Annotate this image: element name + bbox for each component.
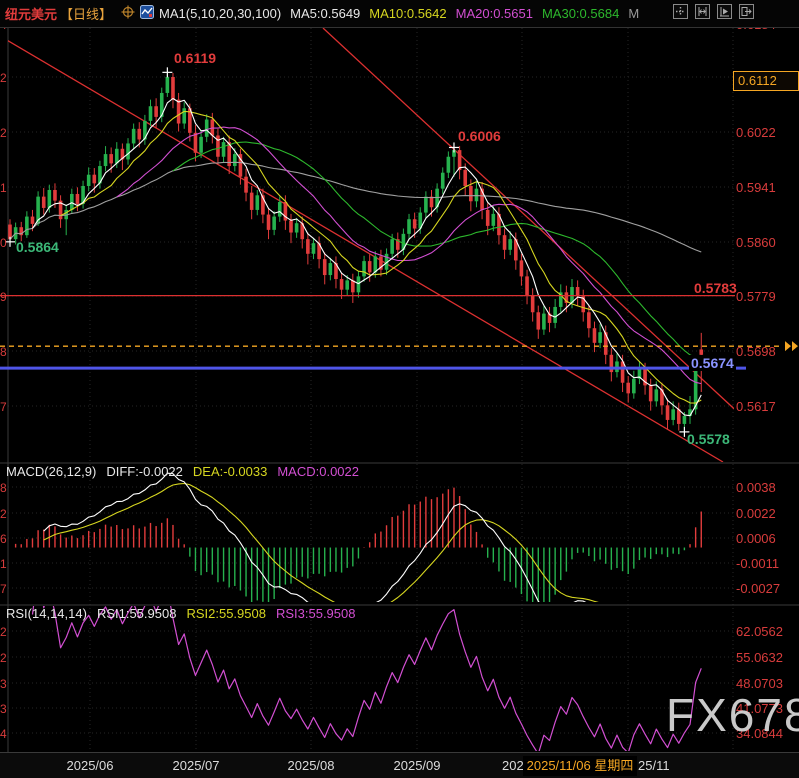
main-y-tick: 0.5941	[736, 180, 776, 195]
rsi-left-clipped-digit: 2	[0, 625, 7, 639]
macd-left-clipped-digit: 1	[0, 557, 7, 571]
macd-value-label: MACD:0.0022	[277, 464, 359, 479]
main-y-tick: 0.5698	[736, 344, 776, 359]
playback-icon[interactable]	[717, 4, 732, 19]
rsi-y-tick: 48.0703	[736, 676, 783, 691]
rsi-params-label: RSI(14,14,14)	[6, 606, 87, 621]
annotation-second-high: 0.6006	[458, 128, 501, 144]
rsi2-value-label: RSI2:55.9508	[186, 606, 266, 621]
watermark-logo: FX678	[666, 689, 799, 741]
chart-toolbar	[673, 4, 754, 19]
macd-dea-label: DEA:-0.0033	[192, 464, 268, 479]
macd-left-clipped-digit: 7	[0, 582, 7, 596]
x-axis-label: 2025/06	[66, 758, 114, 773]
main-left-clipped-digit: 2	[0, 126, 7, 140]
main-left-clipped-digit: 7	[0, 400, 7, 414]
macd-y-tick: 0.0006	[736, 531, 776, 546]
rsi-y-tick: 41.0773	[736, 701, 783, 716]
macd-left-clipped-digit: 2	[0, 507, 7, 521]
ma10-value-label: MA10:0.5642	[369, 6, 447, 21]
macd-y-tick: -0.0011	[736, 556, 780, 571]
macd-left-clipped-digit: 6	[0, 532, 7, 546]
axis-scale-icon[interactable]	[695, 4, 710, 19]
rsi-y-tick: 34.0844	[736, 726, 783, 741]
macd-pane-title: MACD(26,12,9) DIFF:-0.0022 DEA:-0.0033 M…	[6, 464, 359, 479]
x-axis-label: 202	[502, 758, 524, 773]
exit-chart-icon[interactable]	[739, 4, 754, 19]
annotation-top-high: 0.6119	[174, 50, 217, 66]
main-left-clipped-digit: 8	[0, 345, 7, 359]
app-logo-icon	[140, 5, 155, 22]
x-axis-label: 2025/09	[393, 758, 441, 773]
rsi-left-clipped-digit: 3	[0, 702, 7, 716]
macd-left-clipped-digit: 8	[0, 481, 7, 495]
rsi-left-clipped-digit: 2	[0, 651, 7, 665]
main-left-clipped-digit: 1	[0, 181, 7, 195]
main-left-clipped-digit: 9	[0, 290, 7, 304]
crosshair-date-box: 2025/11/06 星期四	[523, 756, 637, 776]
rsi-y-tick: 62.0562	[736, 624, 783, 639]
annotation-start-low: 0.5864	[16, 239, 59, 255]
date-axis-bar[interactable]: 2025/06 2025/07 2025/08 2025/09 202 25/11 202…	[0, 752, 799, 778]
timeframe-label: 【日线】	[60, 7, 113, 22]
ma100-partial-label: M	[628, 6, 640, 21]
ma-settings-label: MA1(5,10,20,30,100)	[159, 6, 282, 21]
x-axis-label: 2025/08	[287, 758, 335, 773]
macd-params-label: MACD(26,12,9)	[6, 464, 97, 479]
macd-y-tick: 0.0022	[736, 506, 776, 521]
resistance-line-label: 0.5783	[694, 280, 737, 296]
main-y-tick: 0.5617	[736, 399, 776, 414]
macd-diff-label: DIFF:-0.0022	[106, 464, 183, 479]
x-axis-label: 2025/07	[172, 758, 220, 773]
rsi-y-tick: 55.0632	[736, 650, 783, 665]
rsi1-value-label: RSI1:55.9508	[96, 606, 177, 621]
main-y-tick: 0.6022	[736, 125, 776, 140]
main-y-tick: 0.5779	[736, 289, 776, 304]
annotation-recent-low: 0.5578	[687, 431, 730, 447]
support-line-label: 0.5674	[689, 355, 736, 371]
rsi-pane-title: RSI(14,14,14) RSI1:55.9508 RSI2:55.9508 …	[6, 606, 355, 621]
ma5-value-label: MA5:0.5649	[290, 6, 361, 21]
main-y-tick: 0.5860	[736, 235, 776, 250]
x-axis-label: 25/11	[638, 758, 670, 773]
target-icon[interactable]	[121, 5, 135, 22]
rsi3-value-label: RSI3:55.9508	[275, 606, 356, 621]
ma30-value-label: MA30:0.5684	[541, 6, 620, 21]
macd-y-tick: 0.0038	[736, 480, 776, 495]
ma20-value-label: MA20:0.5651	[455, 6, 533, 21]
symbol-name: 纽元美元	[5, 7, 58, 22]
pan-tool-icon[interactable]	[673, 4, 688, 19]
crosshair-price-box: 0.6112	[733, 71, 799, 91]
main-left-clipped-digit: 0	[0, 236, 7, 250]
rsi-left-clipped-digit: 4	[0, 727, 7, 741]
chart-header: 纽元美元 【日线】 MA1(5,10,20,30,100) MA5:0.5649…	[0, 0, 799, 28]
rsi-left-clipped-digit: 3	[0, 677, 7, 691]
main-left-clipped-digit: 2	[0, 71, 7, 85]
macd-y-tick: -0.0027	[736, 581, 781, 596]
